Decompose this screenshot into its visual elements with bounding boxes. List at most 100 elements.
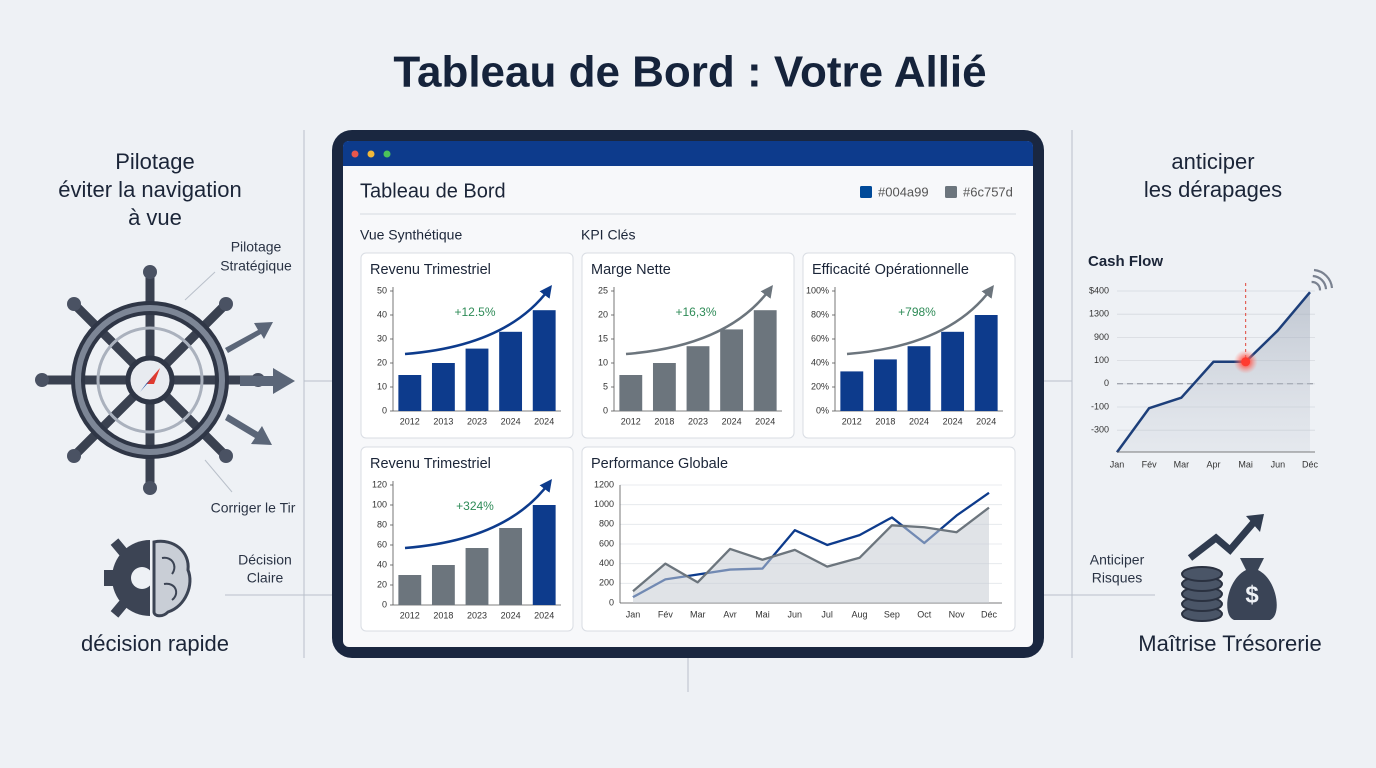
x-tick-label: Mai bbox=[1238, 459, 1253, 469]
x-tick-label: Déc bbox=[1302, 459, 1319, 469]
y-tick-label: 20% bbox=[811, 381, 829, 391]
callout: Décision bbox=[238, 552, 292, 568]
left-footer: décision rapide bbox=[81, 631, 229, 656]
dashboard-title: Tableau de Bord bbox=[360, 180, 506, 202]
x-tick-label: 2024 bbox=[501, 610, 521, 620]
trend-arrow bbox=[404, 284, 552, 356]
left-heading: éviter la navigation bbox=[58, 177, 241, 202]
x-tick-label: 2023 bbox=[467, 416, 487, 426]
trend-arrow bbox=[625, 284, 773, 356]
y-tick-label: 60% bbox=[811, 333, 829, 343]
x-tick-label: Apr bbox=[1206, 459, 1220, 469]
bar bbox=[941, 331, 965, 411]
x-tick-label: 2024 bbox=[909, 416, 929, 426]
bar bbox=[465, 348, 489, 411]
x-tick-label: 2024 bbox=[722, 416, 742, 426]
card-title: Performance Globale bbox=[591, 456, 728, 472]
section-label: Vue Synthétique bbox=[360, 227, 462, 243]
legend-label: #004a99 bbox=[878, 184, 929, 199]
bar bbox=[686, 346, 710, 411]
x-tick-label: Fév bbox=[1142, 459, 1158, 469]
x-tick-label: 2023 bbox=[467, 610, 487, 620]
trend-arrow bbox=[846, 284, 994, 356]
ship-wheel-icon bbox=[35, 265, 265, 495]
money-icon: $ bbox=[1181, 514, 1277, 622]
card-title: Efficacité Opérationnelle bbox=[812, 262, 969, 278]
x-tick-label: Fév bbox=[658, 609, 674, 619]
callout: Corriger le Tir bbox=[211, 500, 296, 516]
legend-swatch bbox=[945, 186, 957, 198]
card-title: Revenu Trimestriel bbox=[370, 262, 491, 278]
x-tick-label: 2024 bbox=[534, 416, 554, 426]
y-tick-label: 800 bbox=[599, 519, 614, 529]
bar bbox=[465, 548, 489, 605]
legend-label: #6c757d bbox=[963, 184, 1013, 199]
x-tick-label: Sep bbox=[884, 609, 900, 619]
bar bbox=[753, 310, 777, 411]
annotation: +798% bbox=[898, 305, 936, 319]
dollar-glyph: $ bbox=[1245, 581, 1259, 608]
window-bar bbox=[343, 141, 1033, 166]
bar bbox=[499, 331, 523, 411]
bar bbox=[840, 371, 864, 411]
x-tick-label: 2024 bbox=[534, 610, 554, 620]
y-tick-label: 50 bbox=[377, 285, 387, 295]
bar bbox=[619, 375, 643, 411]
y-tick-label: 0 bbox=[1104, 378, 1109, 388]
x-tick-label: 2013 bbox=[433, 416, 453, 426]
y-tick-label: 100% bbox=[806, 285, 829, 295]
x-tick-label: Aug bbox=[852, 609, 868, 619]
x-tick-label: 2024 bbox=[943, 416, 963, 426]
y-tick-label: 0 bbox=[603, 405, 608, 415]
x-tick-label: Jul bbox=[821, 609, 833, 619]
x-tick-label: 2012 bbox=[400, 610, 420, 620]
x-tick-label: 2023 bbox=[688, 416, 708, 426]
signal-arc bbox=[1313, 268, 1334, 289]
callout: Stratégique bbox=[220, 258, 292, 274]
annotation: +12.5% bbox=[454, 305, 495, 319]
x-tick-label: 2024 bbox=[501, 416, 521, 426]
y-tick-label: 1000 bbox=[594, 499, 614, 509]
y-tick-label: -100 bbox=[1091, 401, 1109, 411]
annotation: +16,3% bbox=[675, 305, 716, 319]
card-title: Marge Nette bbox=[591, 262, 671, 278]
x-tick-label: 2024 bbox=[976, 416, 996, 426]
chart-title: Cash Flow bbox=[1088, 253, 1163, 270]
y-tick-label: 80% bbox=[811, 309, 829, 319]
bar bbox=[974, 315, 998, 411]
direction-arrows bbox=[225, 322, 295, 445]
bar bbox=[532, 310, 556, 411]
x-tick-label: Mar bbox=[690, 609, 706, 619]
page-title: Tableau de Bord : Votre Allié bbox=[393, 48, 986, 97]
right-footer: Maîtrise Trésorerie bbox=[1138, 631, 1321, 656]
x-tick-label: 2012 bbox=[400, 416, 420, 426]
right-heading: anticiper bbox=[1171, 149, 1254, 174]
bar bbox=[720, 329, 744, 411]
card-title: Revenu Trimestriel bbox=[370, 456, 491, 472]
y-tick-label: 60 bbox=[377, 539, 387, 549]
line bbox=[632, 506, 990, 593]
y-tick-label: 80 bbox=[377, 519, 387, 529]
signal-arc bbox=[1312, 274, 1328, 290]
y-tick-label: 900 bbox=[1094, 332, 1109, 342]
area bbox=[633, 507, 989, 603]
x-tick-label: 2018 bbox=[654, 416, 674, 426]
y-tick-label: 120 bbox=[372, 479, 387, 489]
left-heading: à vue bbox=[128, 205, 182, 230]
y-tick-label: 0 bbox=[382, 405, 387, 415]
y-tick-label: -300 bbox=[1091, 425, 1109, 435]
line bbox=[1115, 291, 1311, 453]
y-tick-label: 100 bbox=[1094, 355, 1109, 365]
y-tick-label: 0 bbox=[382, 599, 387, 609]
trend-arrow bbox=[404, 478, 552, 550]
x-tick-label: Déc bbox=[981, 609, 998, 619]
y-tick-label: 5 bbox=[603, 381, 608, 391]
x-tick-label: 2024 bbox=[755, 416, 775, 426]
right-heading: les dérapages bbox=[1144, 177, 1282, 202]
x-tick-label: Mar bbox=[1174, 459, 1190, 469]
y-tick-label: 600 bbox=[599, 538, 614, 548]
y-tick-label: 25 bbox=[598, 285, 608, 295]
left-heading: Pilotage bbox=[115, 149, 195, 174]
y-tick-label: 0 bbox=[609, 597, 614, 607]
